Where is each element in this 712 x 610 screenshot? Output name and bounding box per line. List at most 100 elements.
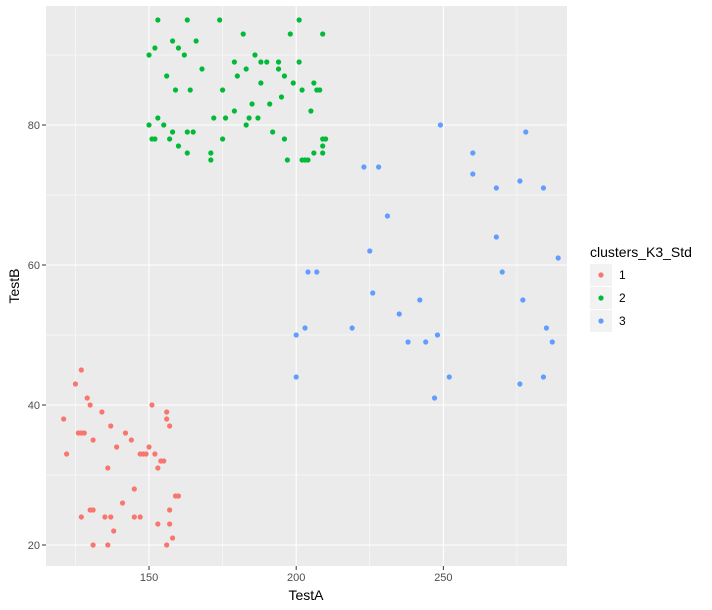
data-point-cluster-3 xyxy=(396,311,402,317)
data-point-cluster-3 xyxy=(493,185,499,191)
data-point-cluster-2 xyxy=(187,87,193,93)
data-point-cluster-1 xyxy=(164,409,170,415)
data-point-cluster-3 xyxy=(520,297,526,303)
legend: clusters_K3_Std 1 2 3 xyxy=(590,244,692,332)
data-point-cluster-2 xyxy=(281,136,288,142)
legend-key-cluster-3 xyxy=(598,318,604,324)
data-point-cluster-3 xyxy=(470,171,476,177)
data-point-cluster-2 xyxy=(284,157,290,163)
data-point-cluster-2 xyxy=(258,59,264,65)
data-points xyxy=(61,17,561,548)
x-axis-ticks: 150 200 250 xyxy=(140,566,453,584)
data-point-cluster-2 xyxy=(311,150,317,156)
y-tick-label: 20 xyxy=(28,540,40,552)
data-point-cluster-2 xyxy=(264,59,270,65)
data-point-cluster-2 xyxy=(255,115,261,121)
data-point-cluster-1 xyxy=(167,521,173,527)
data-point-cluster-2 xyxy=(275,59,282,65)
data-point-cluster-1 xyxy=(99,409,105,415)
data-point-cluster-1 xyxy=(164,416,170,422)
data-point-cluster-2 xyxy=(184,150,190,156)
data-point-cluster-2 xyxy=(172,87,179,93)
data-point-cluster-2 xyxy=(152,45,158,51)
data-point-cluster-1 xyxy=(78,367,84,373)
data-point-cluster-2 xyxy=(296,17,302,23)
data-point-cluster-2 xyxy=(278,94,285,100)
data-point-cluster-2 xyxy=(231,59,237,65)
data-point-cluster-2 xyxy=(275,66,282,72)
data-point-cluster-1 xyxy=(152,451,158,457)
data-point-cluster-2 xyxy=(199,66,205,72)
data-point-cluster-2 xyxy=(184,129,190,135)
data-point-cluster-2 xyxy=(167,136,173,142)
legend-label-cluster-2: 2 xyxy=(619,291,626,305)
data-point-cluster-1 xyxy=(161,458,167,464)
major-gridlines xyxy=(46,6,567,566)
x-axis-title: TestA xyxy=(288,587,324,603)
y-tick-label: 80 xyxy=(28,120,40,132)
x-tick-label: 150 xyxy=(140,572,158,584)
data-point-cluster-1 xyxy=(108,514,114,520)
data-point-cluster-2 xyxy=(231,108,237,114)
data-point-cluster-2 xyxy=(217,17,223,23)
legend-label-cluster-1: 1 xyxy=(619,268,626,282)
data-point-cluster-3 xyxy=(540,374,547,380)
data-point-cluster-1 xyxy=(108,423,114,429)
data-point-cluster-2 xyxy=(311,80,317,86)
data-point-cluster-2 xyxy=(243,66,249,72)
y-axis-title: TestB xyxy=(6,268,22,303)
data-point-cluster-1 xyxy=(128,437,134,443)
data-point-cluster-1 xyxy=(87,402,93,408)
data-point-cluster-2 xyxy=(169,129,176,135)
data-point-cluster-2 xyxy=(193,38,199,44)
data-point-cluster-2 xyxy=(169,38,176,44)
y-tick-label: 40 xyxy=(28,400,40,412)
data-point-cluster-3 xyxy=(446,374,452,380)
data-point-cluster-3 xyxy=(370,290,376,296)
data-point-cluster-2 xyxy=(155,17,161,23)
data-point-cluster-3 xyxy=(361,164,367,170)
data-point-cluster-1 xyxy=(131,486,137,492)
data-point-cluster-3 xyxy=(517,178,523,184)
data-point-cluster-3 xyxy=(302,325,308,331)
data-point-cluster-3 xyxy=(376,164,382,170)
data-point-cluster-1 xyxy=(64,451,70,457)
data-point-cluster-2 xyxy=(175,143,182,149)
data-point-cluster-1 xyxy=(164,542,170,548)
data-point-cluster-2 xyxy=(211,115,217,121)
data-point-cluster-2 xyxy=(184,17,190,23)
data-point-cluster-3 xyxy=(540,185,547,191)
data-point-cluster-2 xyxy=(320,150,326,156)
data-point-cluster-2 xyxy=(190,129,196,135)
minor-gridlines xyxy=(46,6,567,566)
data-point-cluster-1 xyxy=(119,500,126,506)
panel-background xyxy=(46,6,567,566)
data-point-cluster-2 xyxy=(146,122,152,128)
data-point-cluster-2 xyxy=(249,101,255,107)
data-point-cluster-3 xyxy=(417,297,423,303)
y-tick-label: 60 xyxy=(28,260,40,272)
data-point-cluster-3 xyxy=(305,269,311,275)
legend-key-cluster-1 xyxy=(598,272,604,278)
data-point-cluster-1 xyxy=(155,521,161,527)
data-point-cluster-1 xyxy=(169,535,176,541)
data-point-cluster-2 xyxy=(240,31,246,37)
data-point-cluster-3 xyxy=(293,332,299,338)
data-point-cluster-2 xyxy=(155,115,161,121)
data-point-cluster-2 xyxy=(305,157,311,163)
data-point-cluster-1 xyxy=(84,395,90,401)
data-point-cluster-2 xyxy=(290,80,296,86)
data-point-cluster-3 xyxy=(499,269,505,275)
data-point-cluster-2 xyxy=(308,108,314,114)
data-point-cluster-2 xyxy=(258,80,264,86)
data-point-cluster-1 xyxy=(149,402,155,408)
data-point-cluster-1 xyxy=(122,430,129,436)
data-point-cluster-2 xyxy=(222,115,229,121)
data-point-cluster-2 xyxy=(281,73,288,79)
data-point-cluster-2 xyxy=(287,31,293,37)
x-tick-label: 250 xyxy=(434,572,452,584)
data-point-cluster-2 xyxy=(323,136,329,142)
data-point-cluster-1 xyxy=(102,514,108,520)
legend-keys: 1 2 3 xyxy=(590,264,626,332)
